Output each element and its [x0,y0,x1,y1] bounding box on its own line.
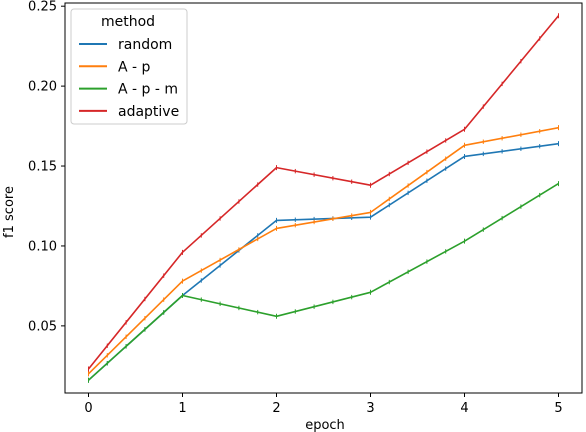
plot-frame [64,2,583,394]
y-axis: 0.05 0.10 0.15 0.20 0.25 [28,0,65,334]
x-tick-label: 3 [366,401,374,416]
plot-border [64,2,583,394]
series-layer [87,13,560,383]
legend-title: method [101,14,155,30]
y-tick-label: 0.20 [28,80,57,95]
y-tick-label: 0.10 [28,239,57,254]
x-tick-label: 5 [554,401,562,416]
x-axis: 0 1 2 3 4 5 [84,393,563,416]
legend-label-adaptive: adaptive [118,104,179,120]
legend-box [70,8,188,125]
x-tick-label: 2 [272,401,280,416]
x-tick-label: 0 [84,401,92,416]
series-line-a-p [87,126,559,375]
y-tick-label: 0.05 [28,319,57,334]
x-tick-label: 4 [460,401,468,416]
series-line-adaptive [87,15,560,370]
legend: method random A - p A - p - m adaptive [70,8,188,125]
x-tick-label: 1 [178,401,186,416]
legend-label-a-p-m: A - p - m [118,82,178,98]
series-line-random [87,142,559,381]
legend-label-random: random [118,37,172,53]
series-line-a-p-m [87,182,559,381]
x-axis-label: epoch [305,418,345,432]
y-tick-label: 0.15 [28,160,57,175]
y-axis-label: f1 score [2,186,17,238]
legend-label-a-p: A - p [118,59,151,75]
y-tick-label: 0.25 [28,0,57,15]
